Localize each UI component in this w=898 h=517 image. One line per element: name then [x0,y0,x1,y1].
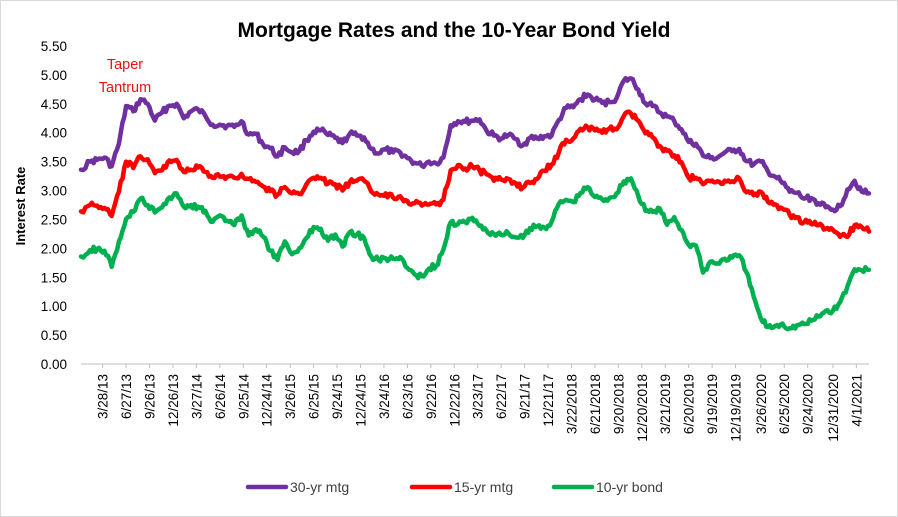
y-tick-label: 5.00 [41,68,67,83]
y-tick-label: 2.00 [41,241,67,256]
x-tick-label: 12/20/2018 [635,374,650,442]
x-tick-label: 9/21/17 [518,374,533,419]
y-tick-label: 0.00 [41,357,67,372]
x-tick-label: 9/20/2018 [611,374,626,434]
x-tick-label: 3/26/15 [283,374,298,419]
x-tick-label: 3/27/14 [189,374,204,420]
x-tick-label: 6/23/16 [400,374,415,419]
y-tick-label: 4.00 [41,126,67,141]
x-axis-ticks: 3/28/13 6/27/13 9/26/13 12/26/13 3/27/14 6/26… [96,364,864,442]
x-tick-label: 12/22/16 [447,374,462,427]
legend-label: 30-yr mtg [290,479,349,495]
y-tick-label: 3.00 [41,184,67,199]
x-tick-label: 12/21/17 [541,374,556,427]
annotation-tantrum: Tantrum [99,80,151,96]
x-tick-label: 9/24/2020 [801,374,816,434]
series-line-15-yr-mtg [78,109,872,240]
y-axis-label: Interest Rate [13,167,28,246]
y-tick-label: 2.50 [41,212,67,227]
x-tick-label: 9/26/13 [143,374,158,419]
x-tick-label: 3/28/13 [96,374,111,419]
chart-title: Mortgage Rates and the 10-Year Bond Yiel… [238,19,671,42]
x-tick-label: 9/22/16 [424,374,439,419]
x-tick-label: 6/25/2020 [777,374,792,434]
x-tick-label: 3/23/17 [471,374,486,419]
legend-label: 10-yr bond [596,479,663,495]
x-tick-label: 3/26/2020 [754,374,769,434]
x-tick-label: 6/26/14 [213,374,228,420]
x-tick-label: 6/22/17 [494,374,509,419]
x-tick-label: 12/24/15 [353,374,368,427]
y-tick-label: 5.50 [41,39,67,54]
x-tick-label: 6/27/13 [119,374,134,419]
chart-legend: 30-yr mtg 15-yr mtg 10-yr bond [245,479,663,495]
y-tick-label: 4.50 [41,97,67,112]
x-tick-label: 6/20/2019 [682,374,697,434]
x-tick-label: 9/24/15 [330,374,345,419]
x-tick-label: 6/21/2018 [588,374,603,434]
y-tick-label: 3.50 [41,155,67,170]
x-tick-label: 12/31/2020 [826,374,841,442]
y-tick-label: 0.50 [41,328,67,343]
series-line-30-yr-mtg [78,75,872,214]
y-axis-ticks: 0.00 0.50 1.00 1.50 2.00 2.50 3.00 3.50 4.00 4.50… [41,39,67,372]
y-tick-label: 1.50 [41,270,67,285]
legend-label: 15-yr mtg [454,479,513,495]
annotation-taper: Taper [107,57,143,73]
x-tick-label: 9/19/2019 [705,374,720,434]
x-tick-label: 12/19/2019 [729,374,744,442]
x-tick-label: 3/24/16 [377,374,392,419]
x-tick-label: 6/25/15 [307,374,322,419]
x-tick-label: 12/24/14 [259,374,274,427]
x-tick-label: 12/26/13 [166,374,181,427]
x-tick-label: 9/25/14 [236,374,251,420]
x-tick-label: 3/21/2019 [658,374,673,434]
series-line-10-yr-bond [78,176,872,332]
y-tick-label: 1.00 [41,299,67,314]
series-lines [78,75,872,332]
x-tick-label: 4/1/2021 [849,374,864,427]
x-tick-label: 3/22/2018 [564,374,579,434]
